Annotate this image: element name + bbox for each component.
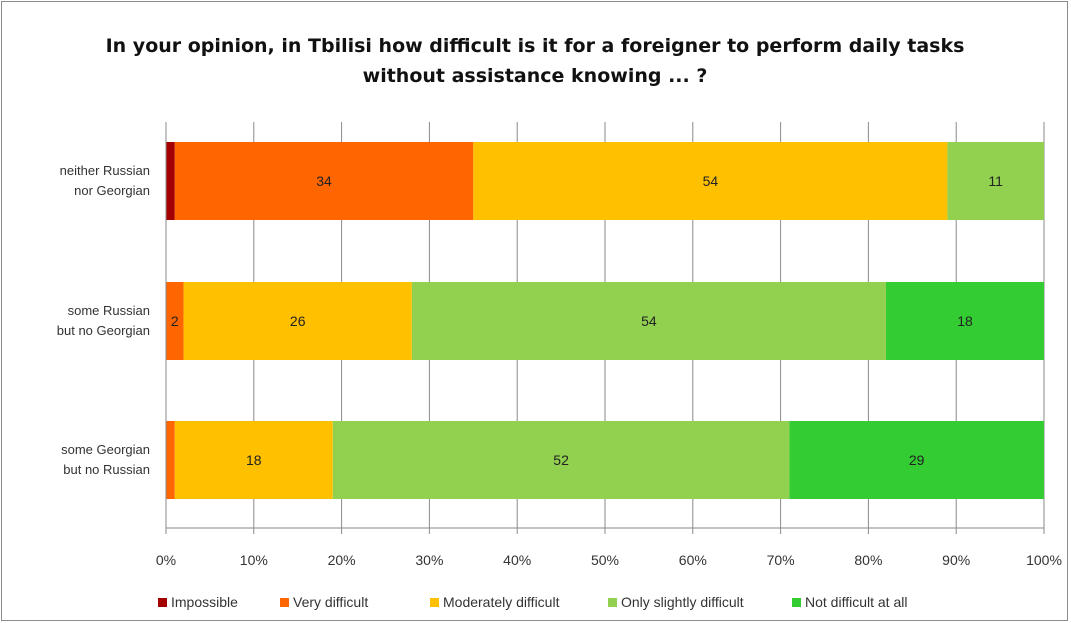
data-label: 11 (988, 173, 1003, 189)
data-label: 29 (909, 452, 925, 468)
x-tick-label: 60% (679, 552, 707, 568)
legend-swatch (608, 598, 617, 607)
category-label: some Georgian (61, 442, 150, 457)
category-label: but no Georgian (57, 323, 150, 338)
category-label: some Russian (68, 303, 150, 318)
chart-title: In your opinion, in Tbilisi how difficul… (106, 35, 965, 87)
data-label: 26 (290, 313, 306, 329)
data-label: 54 (703, 173, 719, 189)
data-label: 34 (316, 173, 332, 189)
category-label: nor Georgian (74, 183, 150, 198)
bar-segment (473, 142, 948, 220)
bar-segment (174, 142, 474, 220)
category-label: neither Russian (60, 163, 150, 178)
x-tick-label: 20% (328, 552, 356, 568)
bar-segment (183, 282, 412, 360)
bars: 34 54 11 2 26 54 18 18 52 29 (166, 142, 1044, 499)
x-tick-label: 30% (415, 552, 443, 568)
legend-label: Only slightly difficult (621, 594, 744, 610)
bar-segment (166, 421, 175, 499)
data-label: 54 (641, 313, 657, 329)
x-tick-label: 40% (503, 552, 531, 568)
chart-title-line: In your opinion, in Tbilisi how difficul… (106, 35, 965, 57)
axes (165, 122, 1045, 534)
x-tick-label: 0% (156, 552, 176, 568)
x-tick-label: 100% (1026, 552, 1062, 568)
x-tick-label: 50% (591, 552, 619, 568)
legend-label: Very difficult (293, 594, 368, 610)
legend-label: Not difficult at all (805, 594, 907, 610)
category-label: but no Russian (63, 462, 150, 477)
x-tick-label: 80% (854, 552, 882, 568)
data-label: 18 (957, 313, 973, 329)
legend-label: Impossible (171, 594, 238, 610)
legend-label: Moderately difficult (443, 594, 560, 610)
x-tick-label: 70% (767, 552, 795, 568)
legend: Impossible Very difficult Moderately diffi… (158, 594, 907, 610)
category-labels: neither Russian nor Georgian some Russian b… (57, 163, 150, 477)
data-label: 2 (171, 313, 179, 329)
bar-segment (174, 421, 333, 499)
legend-swatch (158, 598, 167, 607)
data-label: 52 (553, 452, 569, 468)
x-tick-label: 90% (942, 552, 970, 568)
data-label: 18 (246, 452, 262, 468)
legend-swatch (792, 598, 801, 607)
x-tick-label: 10% (240, 552, 268, 568)
bar-segment (411, 282, 886, 360)
legend-swatch (430, 598, 439, 607)
x-tick-labels: 0% 10% 20% 30% 40% 50% 60% 70% 80% 90% 100% (156, 552, 1062, 568)
bar-segment (166, 142, 175, 220)
bar-segment (885, 282, 1044, 360)
bar-segment (789, 421, 1044, 499)
legend-swatch (280, 598, 289, 607)
bar-segment (332, 421, 790, 499)
chart-title-line: without assistance knowing ... ? (363, 65, 708, 87)
bar-segment (947, 142, 1044, 220)
bar-segment (166, 282, 184, 360)
